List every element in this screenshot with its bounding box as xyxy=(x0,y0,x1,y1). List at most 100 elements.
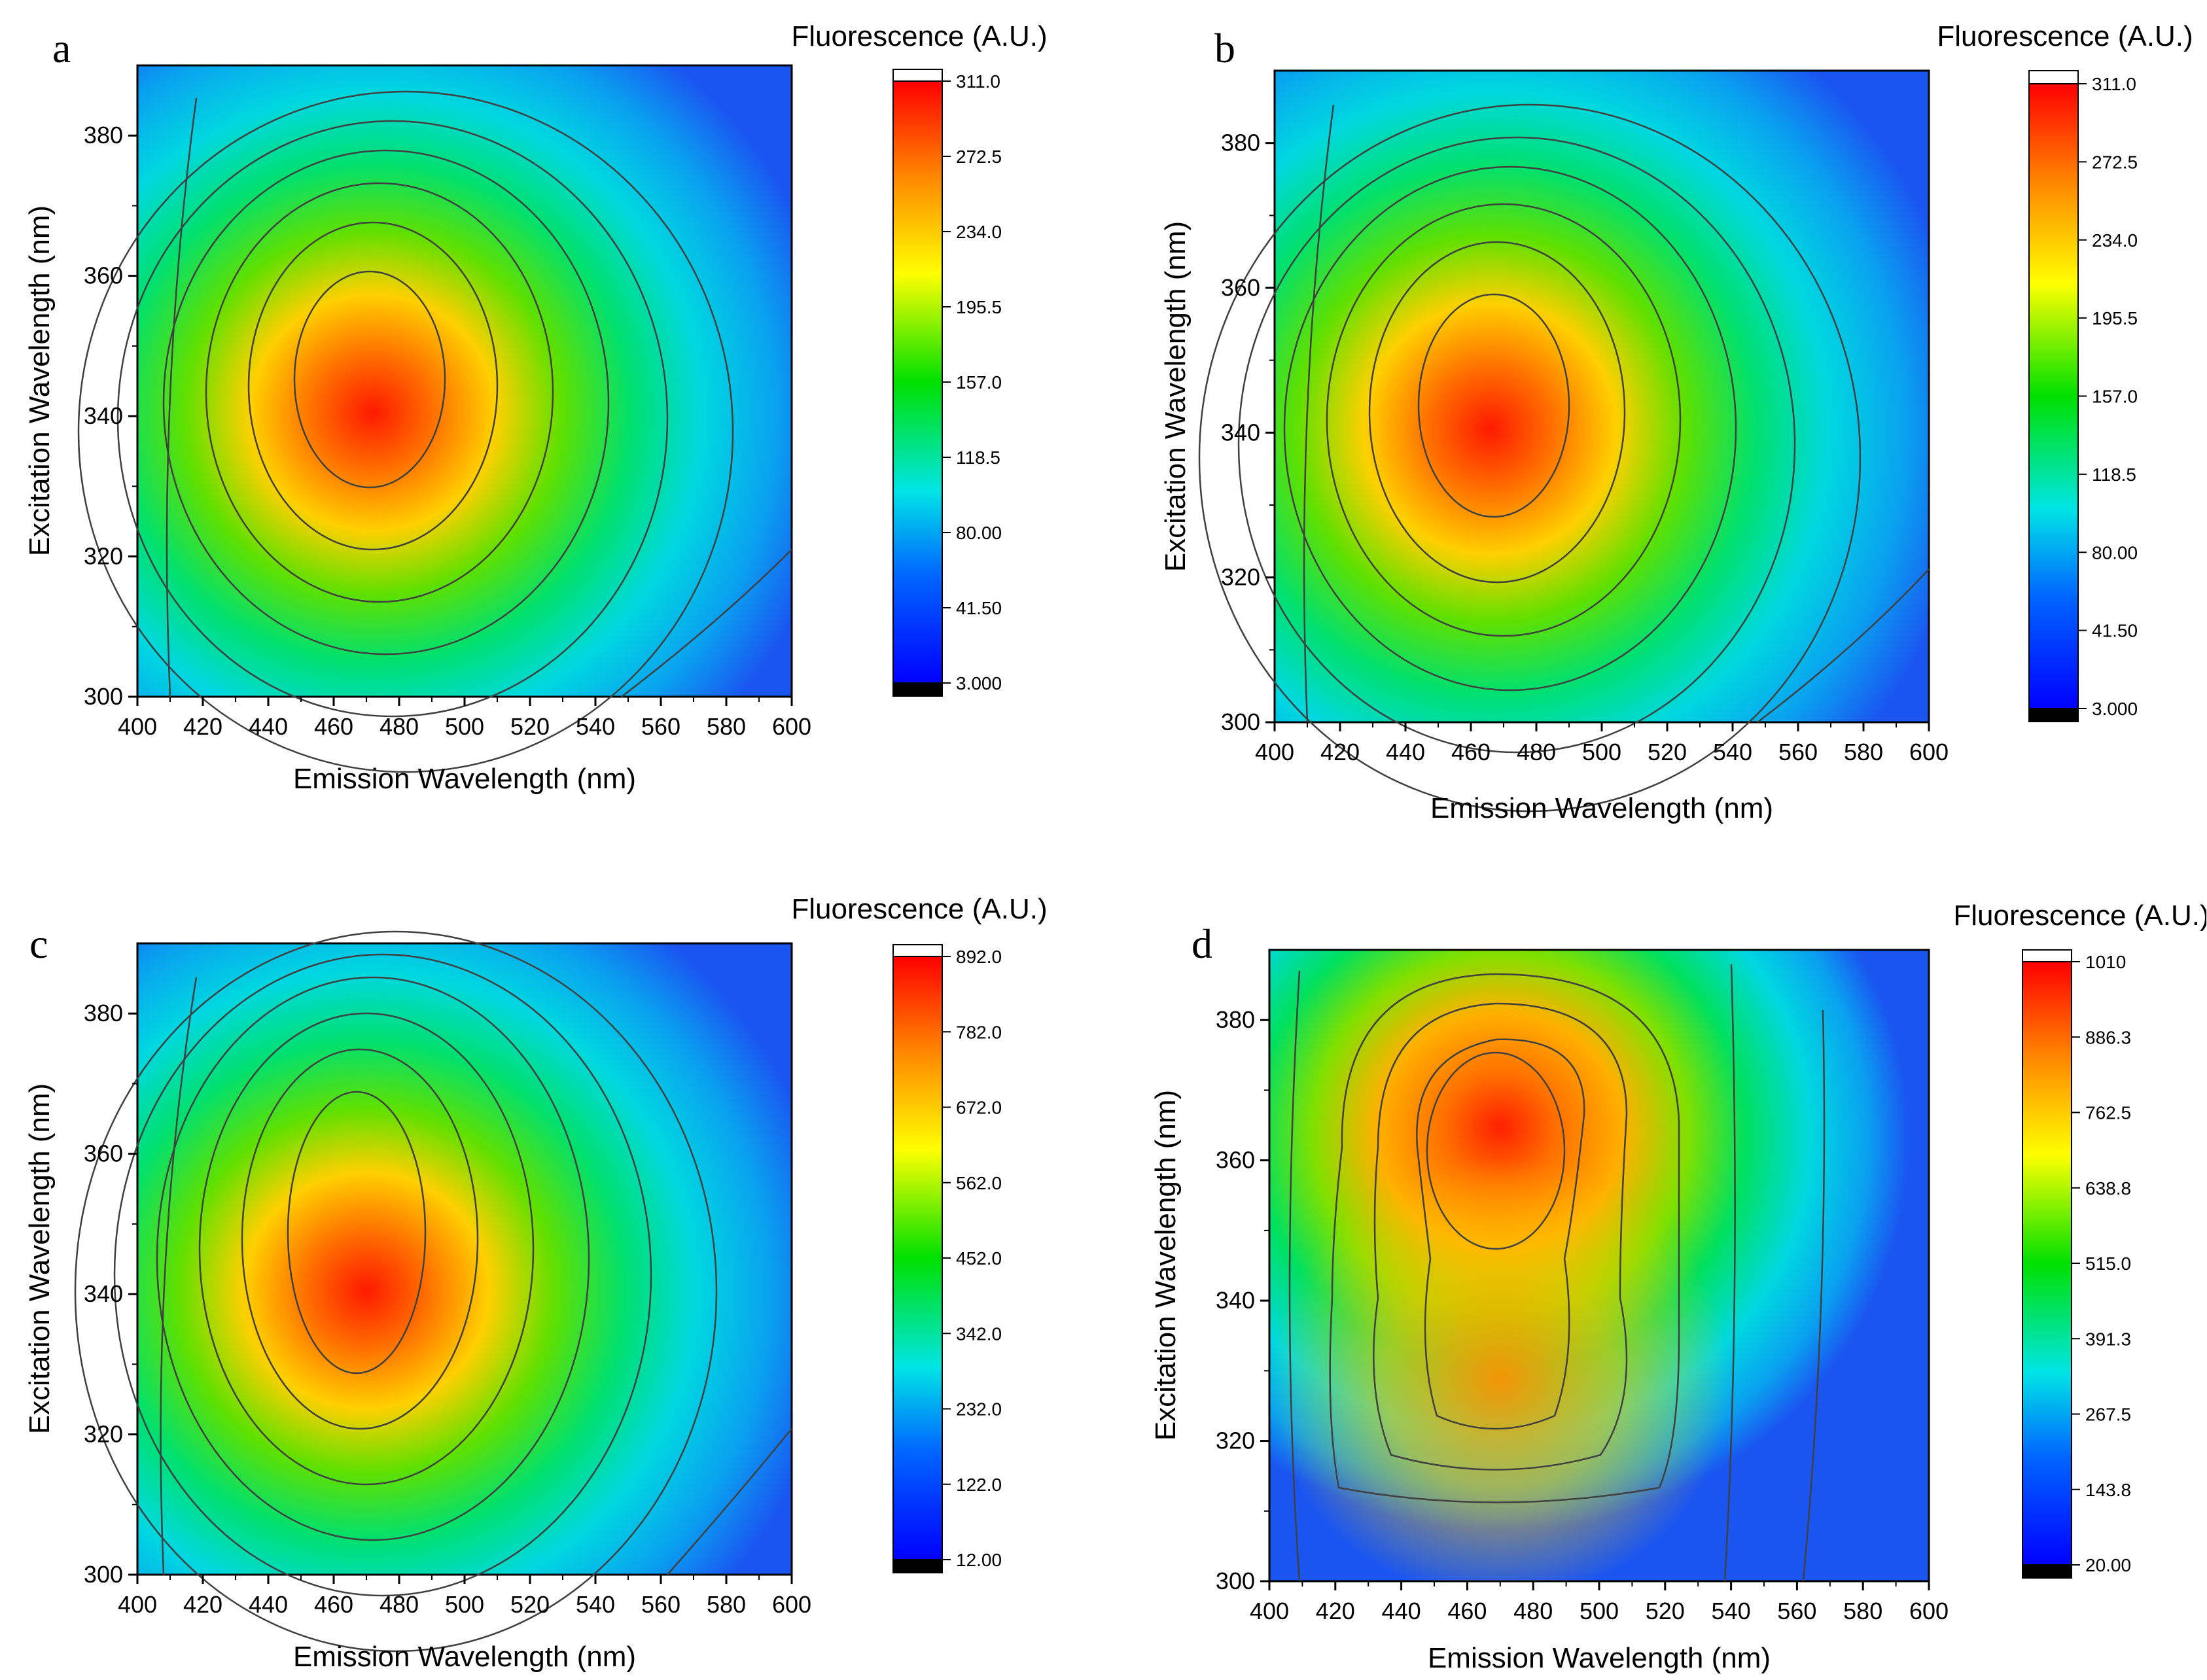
x-tick-label: 500 xyxy=(445,713,484,740)
y-tick-label: 340 xyxy=(84,1280,123,1307)
contour-lines xyxy=(1198,103,1930,813)
heatmap-area xyxy=(136,942,793,1576)
colorbar-tick-label: 272.5 xyxy=(956,147,1002,167)
colorbar xyxy=(892,80,943,684)
x-axis-title: Emission Wavelength (nm) xyxy=(293,763,636,795)
colorbar-tick-label: 234.0 xyxy=(2092,230,2138,251)
colorbar-tick-label: 638.8 xyxy=(2085,1178,2131,1199)
y-tick-label: 340 xyxy=(1221,419,1260,446)
contour-lines xyxy=(74,930,792,1653)
panel-b-svg: b 400 420 440 460 480 500 520 540 560 580 600 3003… xyxy=(1159,20,2193,824)
y-tick-label: 360 xyxy=(84,262,123,289)
y-tick-label: 380 xyxy=(1221,130,1260,156)
colorbar-tick-label: 452.0 xyxy=(956,1248,1002,1269)
contour-lines xyxy=(1288,964,1826,1582)
x-tick-label: 440 xyxy=(1386,739,1425,765)
x-tick-label: 400 xyxy=(1250,1598,1289,1624)
panel-label: c xyxy=(29,920,48,967)
colorbar-tick-label: 20.00 xyxy=(2085,1555,2131,1575)
colorbar-tick-label: 1010 xyxy=(2085,952,2126,972)
x-tick-label: 460 xyxy=(1451,739,1491,765)
y-axis-title: Excitation Wavelength (nm) xyxy=(24,205,56,556)
x-tick-label: 580 xyxy=(1844,739,1883,765)
colorbar-bottom-cap xyxy=(892,1559,943,1573)
y-axis: 300 320 340 360 380 xyxy=(1216,1006,1269,1594)
y-tick-label: 380 xyxy=(1216,1006,1255,1033)
x-tick-label: 600 xyxy=(772,713,811,740)
colorbar-tick-label: 886.3 xyxy=(2085,1027,2131,1047)
x-tick-label: 500 xyxy=(1580,1598,1619,1624)
x-tick-label: 400 xyxy=(1255,739,1294,765)
y-tick-label: 320 xyxy=(84,1421,123,1448)
y-tick-label: 300 xyxy=(1221,709,1260,735)
colorbar-tick-label: 41.50 xyxy=(2092,621,2138,641)
x-tick-label: 420 xyxy=(183,1591,222,1618)
x-tick-label: 520 xyxy=(1648,739,1687,765)
colorbar-tick-label: 311.0 xyxy=(956,71,1000,92)
heatmap-secondary-peak xyxy=(1269,950,1929,1581)
colorbar-tick-label: 272.5 xyxy=(2092,152,2138,172)
colorbar-tick-label: 118.5 xyxy=(956,447,1000,468)
colorbar-title: Fluorescence (A.U.) xyxy=(1937,20,2193,52)
colorbar-top-cap xyxy=(2022,949,2072,962)
y-axis: 300 320 340 360 380 xyxy=(84,1000,137,1588)
y-axis: 300 320 340 360 380 xyxy=(84,122,137,710)
x-tick-label: 480 xyxy=(1517,739,1556,765)
x-tick-label: 480 xyxy=(380,1591,419,1618)
x-axis-title: Emission Wavelength (nm) xyxy=(293,1641,636,1673)
colorbar-tick-label: 232.0 xyxy=(956,1399,1002,1420)
colorbar-tick-label: 234.0 xyxy=(956,222,1002,242)
panel-label: b xyxy=(1214,25,1235,71)
colorbar-tick-label: 118.5 xyxy=(2092,464,2136,485)
x-tick-label: 500 xyxy=(445,1591,484,1618)
y-tick-label: 300 xyxy=(84,1561,123,1588)
x-tick-label: 560 xyxy=(641,713,680,740)
x-axis: 400 420 440 460 480 500 520 540 560 580 600 xyxy=(1255,722,1949,765)
x-tick-label: 420 xyxy=(1316,1598,1355,1624)
x-tick-label: 500 xyxy=(1582,739,1621,765)
colorbar-title: Fluorescence (A.U.) xyxy=(791,20,1047,52)
y-tick-label: 340 xyxy=(1216,1287,1255,1314)
x-tick-label: 540 xyxy=(1713,739,1752,765)
colorbar-ticks: 20.00 143.8 267.5 391.3 515.0 638.8 762.5 886.3… xyxy=(2072,952,2131,1575)
x-tick-label: 600 xyxy=(1909,1598,1949,1624)
colorbar-top-cap xyxy=(892,944,943,957)
panel-c-svg: c 400 420 440 460 480 500 520 540 560 580 600 3003… xyxy=(24,893,1048,1673)
colorbar-tick-label: 311.0 xyxy=(2092,74,2136,94)
colorbar-tick-label: 195.5 xyxy=(2092,308,2138,328)
y-axis-title: Excitation Wavelength (nm) xyxy=(1159,221,1192,572)
colorbar-tick-label: 782.0 xyxy=(956,1022,1002,1042)
x-tick-label: 600 xyxy=(772,1591,811,1618)
colorbar-tick-label: 342.0 xyxy=(956,1323,1002,1344)
panel-d: d 400 420 440 460 480 500 520 540 560 580 600 300 3… xyxy=(1103,840,2206,1680)
colorbar-tick-label: 3.000 xyxy=(956,673,1002,693)
colorbar-bottom-cap xyxy=(2028,708,2079,722)
colorbar-top-cap xyxy=(2028,70,2079,84)
y-axis-title: Excitation Wavelength (nm) xyxy=(1150,1090,1182,1441)
colorbar-tick-label: 12.00 xyxy=(956,1550,1002,1570)
x-tick-label: 460 xyxy=(314,1591,353,1618)
colorbar-tick-label: 3.000 xyxy=(2092,699,2138,719)
y-tick-label: 320 xyxy=(84,543,123,570)
colorbar-tick-label: 80.00 xyxy=(2092,542,2138,563)
y-tick-label: 300 xyxy=(84,683,123,710)
x-tick-label: 560 xyxy=(1778,739,1818,765)
x-tick-label: 460 xyxy=(1447,1598,1487,1624)
x-tick-label: 540 xyxy=(576,1591,615,1618)
x-tick-label: 560 xyxy=(1777,1598,1816,1624)
y-tick-label: 360 xyxy=(1216,1147,1255,1174)
colorbar-bottom-cap xyxy=(2022,1564,2072,1579)
colorbar xyxy=(2028,83,2079,709)
colorbar-ticks: 12.00 122.0 232.0 342.0 452.0 562.0 672.0 782.0… xyxy=(942,947,1002,1570)
panel-c: c 400 420 440 460 480 500 520 540 560 580 600 300 3… xyxy=(0,840,1103,1680)
colorbar-tick-label: 195.5 xyxy=(956,297,1002,317)
colorbar-tick-label: 122.0 xyxy=(956,1475,1002,1495)
colorbar-bottom-cap xyxy=(892,682,943,697)
y-axis: 300 320 340 360 380 xyxy=(1221,130,1275,735)
colorbar-tick-label: 391.3 xyxy=(2085,1329,2131,1349)
colorbar-tick-label: 80.00 xyxy=(956,523,1002,543)
colorbar-title: Fluorescence (A.U.) xyxy=(1953,900,2206,932)
panel-d-svg: d 400 420 440 460 480 500 520 540 560 580 600 3003… xyxy=(1150,900,2206,1674)
x-tick-label: 440 xyxy=(1382,1598,1421,1624)
colorbar-tick-label: 157.0 xyxy=(956,372,1002,393)
